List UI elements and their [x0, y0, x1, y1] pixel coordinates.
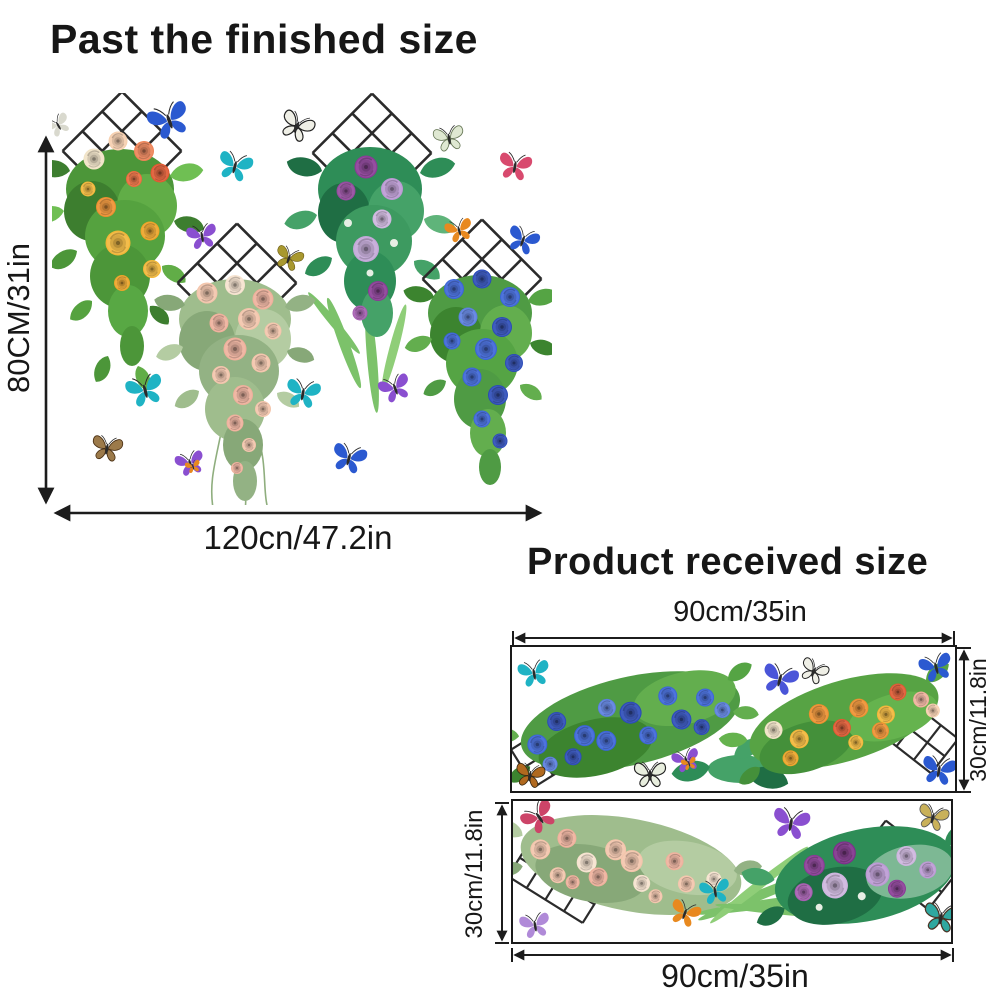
orange-rose-garland-icon: [718, 657, 953, 789]
orange-rose-swag-icon: [52, 93, 207, 393]
butterfly-blue-icon: [503, 222, 543, 258]
butterfly-black-white-icon: [796, 655, 832, 688]
strip1-height-label: 30cm/11.8in: [965, 658, 991, 782]
butterfly-purple-icon: [770, 805, 812, 842]
butterfly-pale-green-icon: [431, 123, 467, 153]
product-strip-1: [510, 645, 957, 793]
purple-rose-bunch-icon: [739, 818, 951, 931]
strip1-artwork: [512, 650, 955, 791]
butterfly-black-white-icon: [276, 107, 318, 146]
purple-rose-swag-icon: [282, 93, 459, 413]
finished-size-illustration: [52, 93, 552, 505]
strip1-width-dimension-line: [512, 631, 955, 645]
strip2-width-dimension-line: [511, 948, 954, 962]
butterfly-black-white-icon: [633, 761, 667, 788]
height-dimension-arrow: [37, 135, 55, 505]
width-dimension-label: 120cn/47.2in: [203, 519, 393, 556]
strip2-height-label: 30cm/11.8in: [461, 809, 488, 939]
pink-rose-garland-icon: [513, 815, 764, 915]
strip2-artwork: [513, 801, 951, 940]
butterfly-teal-icon: [214, 148, 256, 184]
butterfly-purple-icon: [375, 370, 415, 406]
width-dimension-arrow: [53, 504, 543, 522]
butterfly-pink-icon: [496, 150, 534, 183]
butterfly-teal-brown-icon: [921, 900, 951, 934]
pink-rose-swag-icon: [152, 222, 318, 505]
received-size-title: Product received size: [527, 541, 929, 583]
strip2-width-label: 90cm/35in: [661, 958, 809, 994]
butterfly-brown-icon: [89, 433, 125, 463]
butterfly-lavender-icon: [517, 910, 553, 940]
strip1-height-dimension-line: [957, 647, 971, 793]
finished-size-title: Past the finished size: [50, 16, 478, 62]
butterfly-faint-icon: [52, 110, 74, 140]
height-dimension-label: 80CM/31in: [1, 243, 36, 393]
butterfly-yellow-spotted-icon: [915, 801, 951, 833]
strip2-height-dimension-line: [495, 802, 509, 944]
butterfly-purple-orange-icon: [173, 448, 208, 479]
blue-rose-swag-icon: [401, 218, 552, 485]
blue-rose-garland-icon: [512, 657, 760, 787]
product-strip-2: [511, 799, 953, 944]
strip1-width-label: 90cm/35in: [673, 596, 807, 628]
butterfly-blue-icon: [328, 440, 370, 476]
butterfly-teal-icon: [516, 658, 552, 689]
butterfly-olive-icon: [272, 243, 306, 274]
butterfly-blue-violet-icon: [758, 660, 801, 698]
butterfly-blue-icon: [144, 97, 195, 143]
